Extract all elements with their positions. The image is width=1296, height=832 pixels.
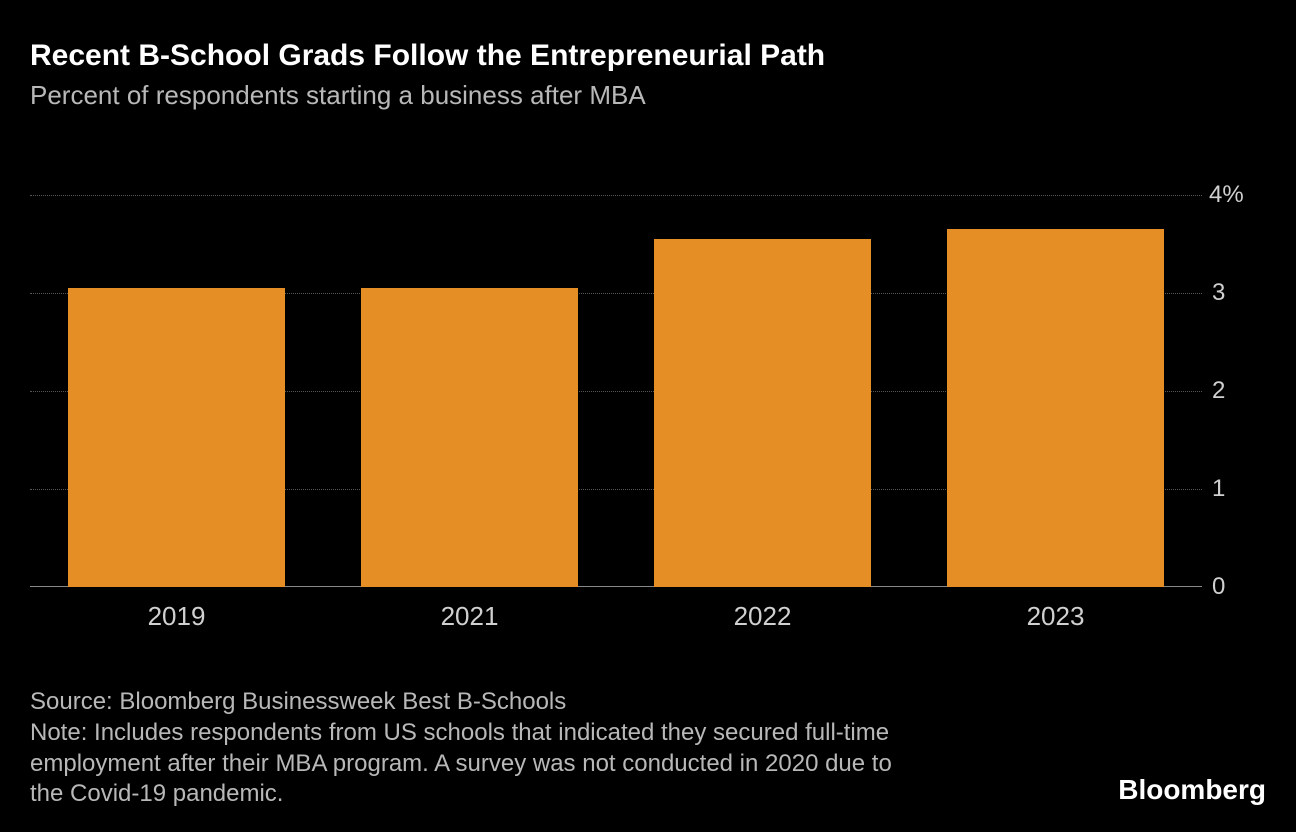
chart-container: Recent B-School Grads Follow the Entrepr…	[0, 0, 1296, 832]
bar-slot: 2019	[30, 195, 323, 587]
y-axis-label: 1	[1212, 475, 1252, 503]
x-axis-label: 2019	[30, 601, 323, 632]
chart-subtitle: Percent of respondents starting a busine…	[30, 80, 1266, 111]
x-axis-label: 2023	[909, 601, 1202, 632]
chart-footer: Source: Bloomberg Businessweek Best B-Sc…	[30, 687, 1266, 810]
y-axis-label: 3	[1212, 279, 1252, 307]
bar-slot: 2022	[616, 195, 909, 587]
y-axis-label: 0	[1212, 573, 1252, 601]
x-axis-label: 2021	[323, 601, 616, 632]
bar	[947, 229, 1164, 587]
chart-title: Recent B-School Grads Follow the Entrepr…	[30, 38, 1266, 74]
bar	[654, 239, 871, 587]
y-axis-label: 4%	[1209, 181, 1264, 209]
bars-group: 2019202120222023	[30, 195, 1202, 587]
x-axis-label: 2022	[616, 601, 909, 632]
bar	[68, 288, 285, 587]
plot-area: 01234%2019202120222023	[30, 195, 1202, 587]
y-axis-label: 2	[1212, 377, 1252, 405]
bar-slot: 2023	[909, 195, 1202, 587]
brand-label: Bloomberg	[1118, 774, 1266, 806]
bar-slot: 2021	[323, 195, 616, 587]
bar	[361, 288, 578, 587]
chart-area: 01234%2019202120222023	[30, 155, 1266, 635]
note-text: Note: Includes respondents from US schoo…	[30, 718, 930, 810]
source-text: Source: Bloomberg Businessweek Best B-Sc…	[30, 687, 930, 718]
